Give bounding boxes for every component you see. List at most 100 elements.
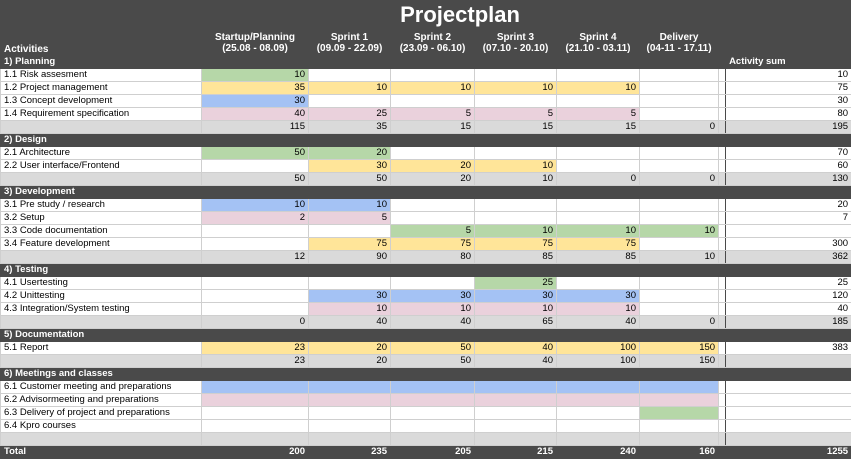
activity-label: 6.2 Advisormeeting and preparations — [0, 393, 202, 407]
column-dates: (21.10 - 03.11) — [565, 42, 631, 54]
subtotal-cell: 150 — [638, 354, 720, 368]
activity-label: 1.3 Concept development — [0, 94, 202, 108]
subtotal-row: 0 40 40 65 40 0 185 — [0, 315, 851, 329]
subtotal-cell: 15 — [556, 120, 640, 134]
activity-row: 1.4 Requirement specification 40 25 5 5 5 80 — [0, 107, 851, 121]
activity-label: 6.3 Delivery of project and preparations — [0, 406, 202, 420]
gap-cell — [718, 341, 727, 355]
subtotal-cell: 40 — [390, 315, 475, 329]
activity-cell: 25 — [308, 107, 391, 121]
section-title: 3) Development — [0, 185, 202, 199]
activity-sum — [725, 419, 851, 433]
section-header-cell — [556, 133, 640, 147]
activity-cell: 10 — [556, 81, 640, 95]
subtotal-row — [0, 432, 851, 446]
section-header-cell — [308, 55, 391, 69]
activity-cell: 30 — [308, 289, 391, 303]
activity-label: 1.1 Risk assesment — [0, 68, 202, 82]
activity-sum: 10 — [725, 68, 851, 82]
page-title: Projectplan — [200, 0, 720, 30]
subtotal-cell: 15 — [474, 120, 557, 134]
column-header: Startup/Planning (25.08 - 08.09) — [201, 29, 309, 56]
total-gap-cell — [718, 445, 727, 459]
activity-cell — [556, 159, 640, 173]
activity-sum: 40 — [725, 302, 851, 316]
activity-cell — [308, 380, 391, 394]
subtotal-cell: 0 — [201, 315, 309, 329]
section-title: 5) Documentation — [0, 328, 202, 342]
section-right-cell — [725, 367, 851, 381]
activity-sum: 25 — [725, 276, 851, 290]
subtotal-cell: 100 — [556, 354, 640, 368]
section-header-row: 1) Planning Activity sum — [0, 55, 851, 69]
gap-cell — [718, 211, 727, 225]
activity-cell: 10 — [390, 302, 475, 316]
activity-row: 3.3 Code documentation 5 10 10 10 — [0, 224, 851, 238]
section-right-cell: Activity sum — [725, 55, 851, 69]
subtotal-cell: 10 — [474, 172, 557, 186]
subtotal-cell: 40 — [308, 315, 391, 329]
subtotal-cell: 35 — [308, 120, 391, 134]
activity-cell: 50 — [390, 341, 475, 355]
section-gap-cell — [718, 263, 727, 277]
activity-cell — [201, 224, 309, 238]
gap-cell — [718, 419, 727, 433]
activity-cell: 100 — [556, 341, 640, 355]
section-header-cell — [308, 185, 391, 199]
activity-cell — [201, 406, 309, 420]
activity-cell — [638, 302, 720, 316]
activity-cell: 75 — [556, 237, 640, 251]
activity-cell — [201, 302, 309, 316]
column-name: Sprint 4 — [579, 31, 617, 43]
activity-label: 6.4 Kpro courses — [0, 419, 202, 433]
activity-sum — [725, 224, 851, 238]
section-header-cell — [390, 367, 475, 381]
subtotal-gap-cell — [718, 172, 727, 186]
subtotal-label — [0, 354, 202, 368]
subtotal-label — [0, 250, 202, 264]
activity-cell — [390, 146, 475, 160]
subtotal-sum: 130 — [725, 172, 851, 186]
activity-label: 5.1 Report — [0, 341, 202, 355]
gap-cell — [718, 159, 727, 173]
activity-cell — [556, 380, 640, 394]
section-header-cell — [474, 133, 557, 147]
activity-cell — [390, 419, 475, 433]
activity-cell — [638, 276, 720, 290]
activity-cell: 2 — [201, 211, 309, 225]
activity-cell: 50 — [201, 146, 309, 160]
subtotal-cell: 40 — [474, 354, 557, 368]
header-row: Activities Startup/Planning (25.08 - 08.0… — [0, 29, 851, 56]
activity-cell — [474, 393, 557, 407]
activity-row: 2.2 User interface/Frontend 30 20 10 60 — [0, 159, 851, 173]
section-header-cell — [308, 263, 391, 277]
activity-sum: 80 — [725, 107, 851, 121]
subtotal-cell — [308, 432, 391, 446]
activity-cell — [201, 419, 309, 433]
activity-cell: 25 — [474, 276, 557, 290]
total-cell: 215 — [474, 445, 557, 459]
subtotal-cell: 0 — [556, 172, 640, 186]
gap-cell — [718, 276, 727, 290]
activity-cell: 75 — [474, 237, 557, 251]
activity-cell: 23 — [201, 341, 309, 355]
activity-cell — [201, 393, 309, 407]
section-right-cell — [725, 133, 851, 147]
section-header-row: 4) Testing — [0, 263, 851, 277]
activity-cell: 10 — [201, 68, 309, 82]
activity-cell: 30 — [390, 289, 475, 303]
activity-cell: 10 — [556, 302, 640, 316]
subtotal-row: 12 90 80 85 85 10 362 — [0, 250, 851, 264]
section-header-cell — [308, 328, 391, 342]
subtotal-sum: 185 — [725, 315, 851, 329]
subtotal-cell: 0 — [638, 315, 720, 329]
activity-row: 6.3 Delivery of project and preparations — [0, 406, 851, 420]
activity-cell: 75 — [308, 237, 391, 251]
title-row: Projectplan — [0, 0, 851, 30]
subtotal-cell: 0 — [638, 172, 720, 186]
section-right-cell — [725, 263, 851, 277]
activity-label: 2.1 Architecture — [0, 146, 202, 160]
section-header-cell — [308, 367, 391, 381]
activity-sum — [725, 393, 851, 407]
gap-cell — [718, 237, 727, 251]
